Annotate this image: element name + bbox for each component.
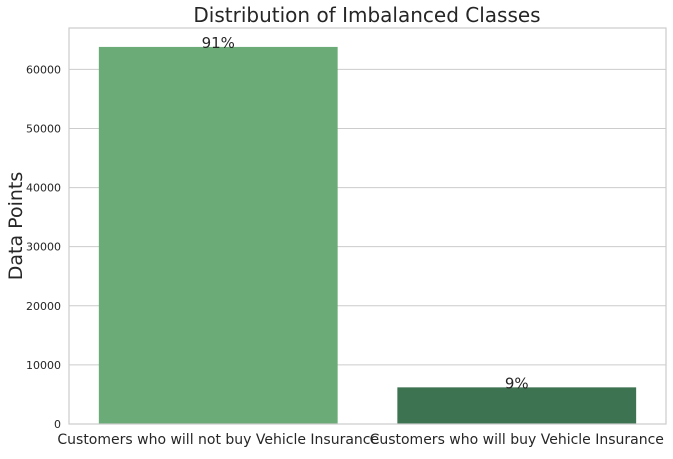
x-tick-label: Customers who will not buy Vehicle Insur… <box>57 432 379 448</box>
y-tick-label: 0 <box>54 418 61 431</box>
y-tick-label: 40000 <box>26 182 61 195</box>
y-axis-label: Data Points <box>5 172 27 280</box>
chart-title: Distribution of Imbalanced Classes <box>193 3 540 27</box>
y-tick-label: 10000 <box>26 359 61 372</box>
data-labels: 91% 9% <box>202 34 529 392</box>
bars <box>98 46 637 425</box>
y-tick-label: 50000 <box>26 122 61 135</box>
bar-data-label: 91% <box>202 34 235 52</box>
x-tick-label: Customers who will buy Vehicle Insurance <box>370 432 664 448</box>
y-tick-label: 60000 <box>26 63 61 76</box>
y-axis-ticks: 0 10000 20000 30000 40000 50000 60000 <box>26 63 61 431</box>
x-axis-ticks: Customers who will not buy Vehicle Insur… <box>57 432 664 448</box>
y-tick-label: 30000 <box>26 241 61 254</box>
bar-2 <box>397 387 637 424</box>
bar-1 <box>98 46 338 425</box>
bar-data-label: 9% <box>505 374 529 392</box>
plot-frame <box>68 27 667 425</box>
y-tick-label: 20000 <box>26 300 61 313</box>
